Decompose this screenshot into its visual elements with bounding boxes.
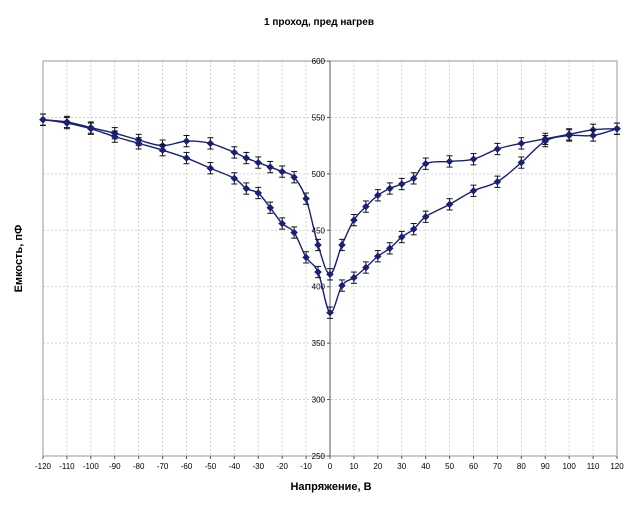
y-tick-label: 350 bbox=[312, 339, 326, 348]
data-point bbox=[314, 241, 322, 249]
data-point bbox=[326, 308, 334, 317]
x-tick-label: -20 bbox=[276, 462, 288, 471]
data-point bbox=[362, 263, 370, 272]
data-point bbox=[469, 186, 478, 195]
series-layer bbox=[39, 113, 621, 319]
data-point bbox=[493, 177, 502, 186]
y-tick-label: 400 bbox=[312, 283, 326, 292]
x-tick-label: -30 bbox=[252, 462, 264, 471]
series-2 bbox=[39, 113, 621, 319]
data-point bbox=[613, 124, 621, 133]
data-point bbox=[206, 139, 215, 148]
data-point bbox=[397, 180, 406, 188]
x-tick-label: 90 bbox=[541, 462, 550, 471]
data-point bbox=[421, 159, 430, 168]
data-point bbox=[134, 139, 143, 148]
data-point bbox=[409, 225, 418, 234]
x-tick-label: -110 bbox=[59, 462, 75, 471]
x-tick-label: 50 bbox=[445, 462, 454, 471]
x-axis-ticks: -120 -110 -100 -90 -80 -70 -60 -50 -40 -30 -20 -10 0… bbox=[35, 456, 624, 471]
data-point bbox=[230, 148, 239, 157]
data-point bbox=[110, 132, 119, 141]
data-point bbox=[565, 131, 574, 140]
x-tick-label: -10 bbox=[300, 462, 312, 471]
data-point bbox=[385, 184, 394, 193]
data-point bbox=[230, 174, 239, 183]
x-tick-label: -80 bbox=[133, 462, 145, 471]
data-point bbox=[63, 119, 71, 127]
data-point bbox=[362, 202, 370, 211]
x-tick-label: 80 bbox=[517, 462, 526, 471]
data-point bbox=[39, 115, 47, 124]
data-point bbox=[493, 145, 502, 153]
data-point bbox=[373, 252, 382, 261]
x-tick-label: 0 bbox=[328, 462, 333, 471]
x-tick-label: -70 bbox=[157, 462, 169, 471]
x-tick-label: -90 bbox=[109, 462, 121, 471]
data-point bbox=[86, 124, 95, 133]
data-point bbox=[326, 270, 334, 279]
y-tick-label: 450 bbox=[312, 226, 326, 235]
data-point bbox=[302, 253, 310, 262]
data-point bbox=[290, 173, 298, 182]
series-1 bbox=[39, 113, 621, 281]
data-point bbox=[158, 146, 167, 155]
data-point bbox=[541, 137, 550, 145]
y-tick-label: 250 bbox=[312, 452, 326, 461]
data-point bbox=[266, 203, 275, 212]
x-tick-label: 70 bbox=[493, 462, 502, 471]
data-point bbox=[242, 154, 251, 162]
data-point bbox=[290, 228, 298, 237]
x-tick-label: 10 bbox=[349, 462, 358, 471]
x-tick-label: -60 bbox=[181, 462, 193, 471]
data-point bbox=[206, 164, 215, 173]
data-point bbox=[350, 273, 358, 282]
x-tick-label: -120 bbox=[35, 462, 52, 471]
x-tick-label: 60 bbox=[469, 462, 478, 471]
x-tick-label: 30 bbox=[397, 462, 406, 471]
x-tick-label: 40 bbox=[421, 462, 430, 471]
x-tick-label: 120 bbox=[610, 462, 624, 471]
data-point bbox=[302, 194, 310, 203]
x-tick-label: -100 bbox=[83, 462, 100, 471]
data-point bbox=[373, 191, 382, 200]
data-point bbox=[182, 137, 191, 145]
x-tick-label: -50 bbox=[205, 462, 217, 471]
data-point bbox=[254, 158, 263, 167]
x-tick-label: 100 bbox=[562, 462, 576, 471]
data-point bbox=[409, 174, 418, 183]
data-point bbox=[350, 216, 358, 224]
data-point bbox=[278, 167, 287, 176]
data-point bbox=[338, 281, 346, 290]
data-point bbox=[242, 184, 251, 193]
chart-title: 1 проход, пред нагрев bbox=[264, 17, 374, 28]
data-point bbox=[589, 131, 597, 140]
y-tick-label: 500 bbox=[312, 170, 326, 179]
data-point bbox=[445, 200, 454, 209]
data-point bbox=[469, 155, 478, 164]
data-point bbox=[338, 241, 346, 249]
data-point bbox=[517, 139, 526, 148]
data-point bbox=[397, 233, 406, 241]
data-point bbox=[517, 158, 526, 167]
y-tick-label: 550 bbox=[312, 113, 326, 122]
x-tick-label: -40 bbox=[229, 462, 241, 471]
data-point bbox=[266, 163, 275, 171]
data-point bbox=[278, 219, 287, 228]
x-tick-label: 20 bbox=[373, 462, 382, 471]
data-point bbox=[445, 157, 454, 166]
y-tick-label: 600 bbox=[312, 57, 326, 66]
data-point bbox=[182, 154, 191, 162]
y-axis-ticks: 250 300 350 400 450 500 550 600 bbox=[312, 57, 331, 461]
data-point bbox=[385, 244, 394, 253]
data-point bbox=[421, 212, 430, 221]
y-tick-label: 300 bbox=[312, 396, 326, 405]
x-axis-label: Напряжение, В bbox=[290, 481, 371, 493]
data-point bbox=[314, 268, 322, 276]
x-tick-label: 110 bbox=[587, 462, 600, 471]
y-axis-label: Емкость, пФ bbox=[13, 225, 25, 293]
data-point bbox=[254, 189, 263, 197]
